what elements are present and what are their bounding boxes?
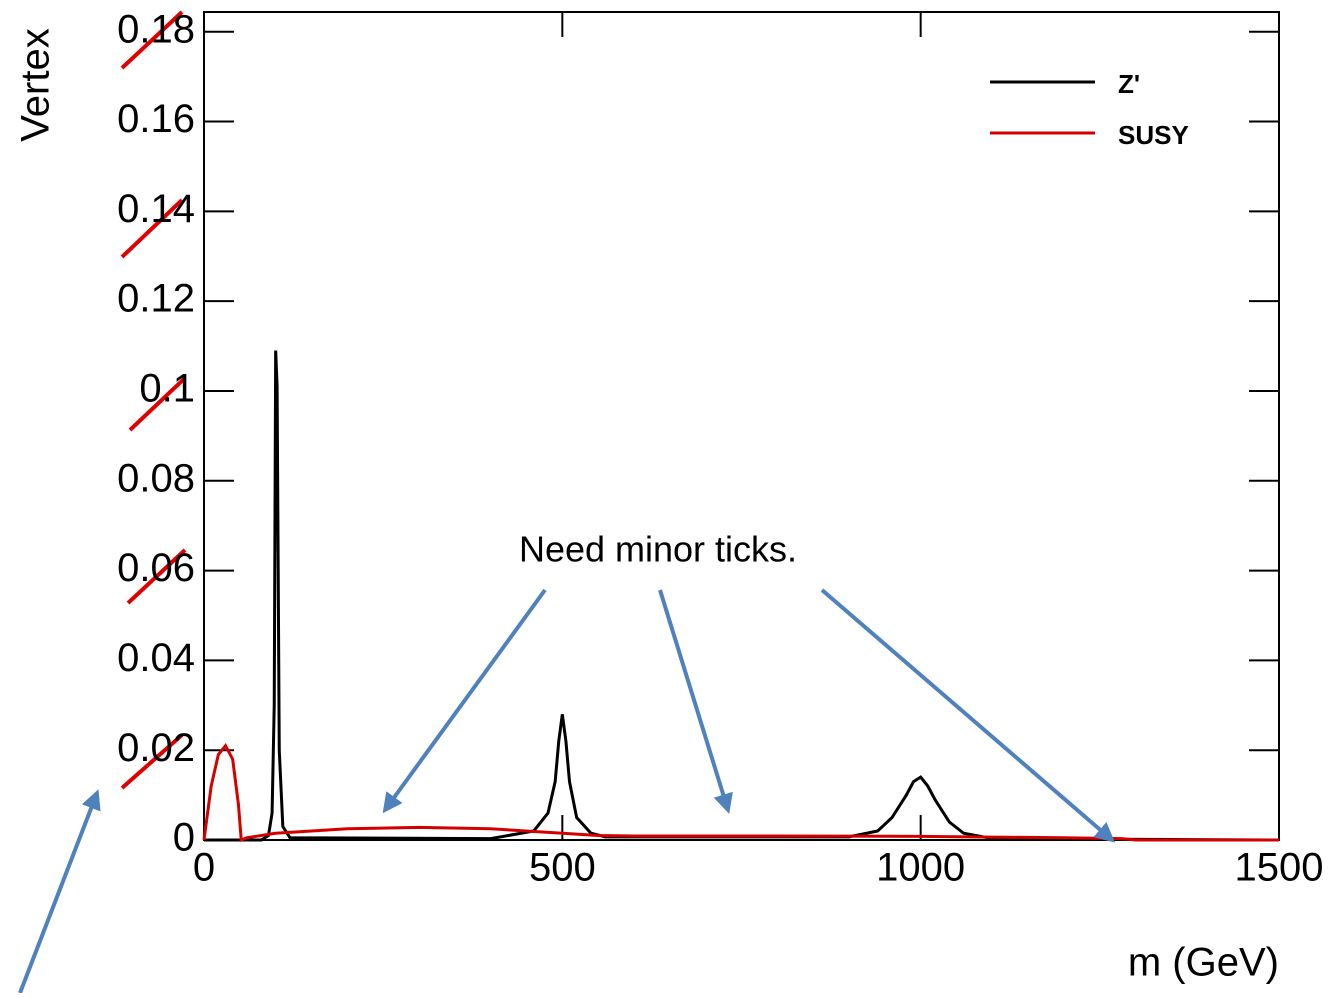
arrows: [18, 588, 1116, 994]
y-tick-label: 0.08: [117, 456, 195, 500]
strike-marks: [120, 10, 187, 790]
x-axis-label: m (GeV): [1128, 941, 1279, 985]
y-tick-label: 0.12: [117, 277, 195, 321]
y-tick-label: 0.14: [117, 187, 195, 231]
legend-label: SUSY: [1118, 120, 1189, 150]
x-tick-label: 1500: [1235, 846, 1324, 890]
x-tick-label: 0: [193, 846, 215, 890]
series-line: [202, 742, 1279, 843]
y-tick-label: 0.04: [117, 636, 195, 680]
y-tick-label: 0: [173, 816, 195, 860]
y-tick-label: 0.16: [117, 97, 195, 141]
y-tick-label: 0.18: [117, 7, 195, 51]
y-tick-label: 0.06: [117, 546, 195, 590]
series-line: [204, 350, 1280, 842]
legend-label: Z': [1118, 69, 1140, 99]
annotation: Need minor ticks.: [519, 529, 797, 570]
y-tick-label: 0.02: [117, 726, 195, 770]
plot-frame: [203, 11, 1280, 841]
y-axis-label: Vertex: [14, 28, 58, 141]
y-tick-label: 0.1: [139, 367, 195, 411]
x-tick-label: 500: [529, 846, 596, 890]
plot: 0 0.02 0.04 0.06 0.08 0.1 0.12 0.14 0.16 0.18 0 500…: [117, 7, 1323, 889]
x-tick-label: 1000: [876, 846, 965, 890]
